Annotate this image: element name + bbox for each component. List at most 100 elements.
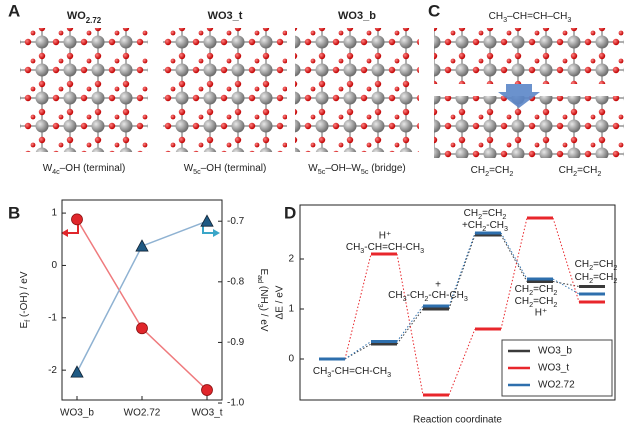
subscript: 3 xyxy=(420,246,424,255)
subscript: 5c xyxy=(318,167,326,176)
y2-tick-label: -1.0 xyxy=(227,398,245,409)
connector xyxy=(448,232,476,307)
subscript: 2 xyxy=(589,276,593,285)
connector xyxy=(396,253,424,396)
subscript: f xyxy=(23,320,32,322)
y-tick-label: 0 xyxy=(288,354,294,365)
subscript: 2.72 xyxy=(86,16,102,25)
text-run: CH xyxy=(388,290,402,301)
annotation: CH2=CH2 xyxy=(575,272,618,286)
connector xyxy=(396,305,424,342)
data-point xyxy=(136,322,148,335)
annotation: CH2=CH2 xyxy=(464,208,507,222)
annotation: + xyxy=(435,280,441,291)
molecule-label: CH3–CH=CH–CH3 xyxy=(489,11,572,25)
subscript: 2 xyxy=(424,294,428,303)
text-run: =CH xyxy=(593,272,613,283)
connector xyxy=(448,234,476,310)
y-axis-label: ΔE / eV xyxy=(275,285,286,319)
text-run: +CH xyxy=(462,220,482,231)
text-run: CH xyxy=(515,284,529,295)
structure-wo3-b xyxy=(295,28,419,152)
subscript: 2 xyxy=(573,169,577,178)
subscript: 2 xyxy=(613,276,617,285)
x-tick-label: WO2.72 xyxy=(124,408,161,419)
structure-title: WO3_b xyxy=(338,10,376,22)
cyan-arrowhead xyxy=(213,229,220,237)
x-axis-label: Reaction coordinate xyxy=(413,415,502,426)
subscript: 3 xyxy=(256,304,265,308)
text-run: =CH xyxy=(489,165,509,176)
text-run: (bridge) xyxy=(368,163,405,174)
y2-tick-label: -0.9 xyxy=(227,337,245,348)
text-run: CH xyxy=(559,165,573,176)
annotation: CH3-CH=CH-CH3 xyxy=(313,366,391,380)
annotation: CH2=CH2 xyxy=(575,259,618,273)
y2-axis-label: Ead (NH3) / eV xyxy=(256,268,270,331)
annotation: +CH2-CH3 xyxy=(462,220,508,234)
text-run: CH xyxy=(575,259,589,270)
panel-label: A xyxy=(8,1,20,20)
panel-label: B xyxy=(8,203,20,222)
data-point xyxy=(201,384,213,396)
b-arrows xyxy=(61,222,220,237)
legend-label: WO3_t xyxy=(538,363,569,374)
legend-label: WO2.72 xyxy=(538,380,575,391)
text-run: =CH xyxy=(533,284,553,295)
subscript: 4c xyxy=(52,167,60,176)
y-tick-label: 0 xyxy=(51,260,57,271)
x-tick-label: WO3_b xyxy=(60,408,94,419)
text-run: =CH xyxy=(593,259,613,270)
connector xyxy=(552,278,580,295)
y-axis-label: Ef (-OH) / eV xyxy=(19,271,33,328)
structure-caption: W5c–OH–W5c (bridge) xyxy=(308,163,405,177)
text-run: -CH=CH-CH xyxy=(331,366,387,377)
subscript: 5c xyxy=(361,167,369,176)
y-tick-label: 1 xyxy=(51,208,57,219)
text-run: ) / eV xyxy=(258,308,269,332)
text-run: CH xyxy=(464,208,478,219)
data-point xyxy=(71,213,83,226)
text-run: CH xyxy=(515,296,529,307)
text-run: CH xyxy=(489,11,503,22)
text-run: =CH xyxy=(482,208,502,219)
y2-tick-label: -0.8 xyxy=(227,276,245,287)
subscript: 3 xyxy=(464,294,468,303)
structure-wo272 xyxy=(20,28,148,152)
text-run: CH xyxy=(575,272,589,283)
subscript: 3 xyxy=(403,294,407,303)
plot-frame xyxy=(61,199,223,401)
text-run: W xyxy=(308,163,318,174)
structure-title: WO2.72 xyxy=(67,10,102,25)
data-point xyxy=(135,239,149,252)
connector xyxy=(552,217,580,303)
text-run: (NH xyxy=(258,283,269,304)
text-run: –OH (terminal) xyxy=(60,163,126,174)
subscript: 3 xyxy=(387,370,391,379)
data-point xyxy=(200,214,214,227)
data-point xyxy=(70,365,84,378)
molecule-label: CH2=CH2 xyxy=(471,165,514,179)
plot-frame xyxy=(299,204,616,401)
text-run: CH xyxy=(313,366,327,377)
legend-label: WO3_b xyxy=(538,346,572,357)
text-run: –CH=CH–CH xyxy=(507,11,567,22)
subscript: 3 xyxy=(360,246,364,255)
structure-caption: W5c–OH (terminal) xyxy=(184,163,267,177)
connector xyxy=(344,343,372,360)
y-tick-label: -1 xyxy=(48,312,57,323)
subscript: 2 xyxy=(482,224,486,233)
connector xyxy=(344,253,372,360)
subscript: 2 xyxy=(485,169,489,178)
annotation: H⁺ xyxy=(535,308,548,319)
subscript: ad xyxy=(256,275,265,283)
panel-label: C xyxy=(428,1,440,20)
panel-label: D xyxy=(284,203,296,222)
subscript: 2 xyxy=(553,288,557,297)
text-run: W xyxy=(184,163,194,174)
text-run: -CH xyxy=(486,220,504,231)
annotation: CH2=CH2 xyxy=(515,296,558,310)
text-run: E xyxy=(258,268,269,275)
connector xyxy=(500,217,528,330)
